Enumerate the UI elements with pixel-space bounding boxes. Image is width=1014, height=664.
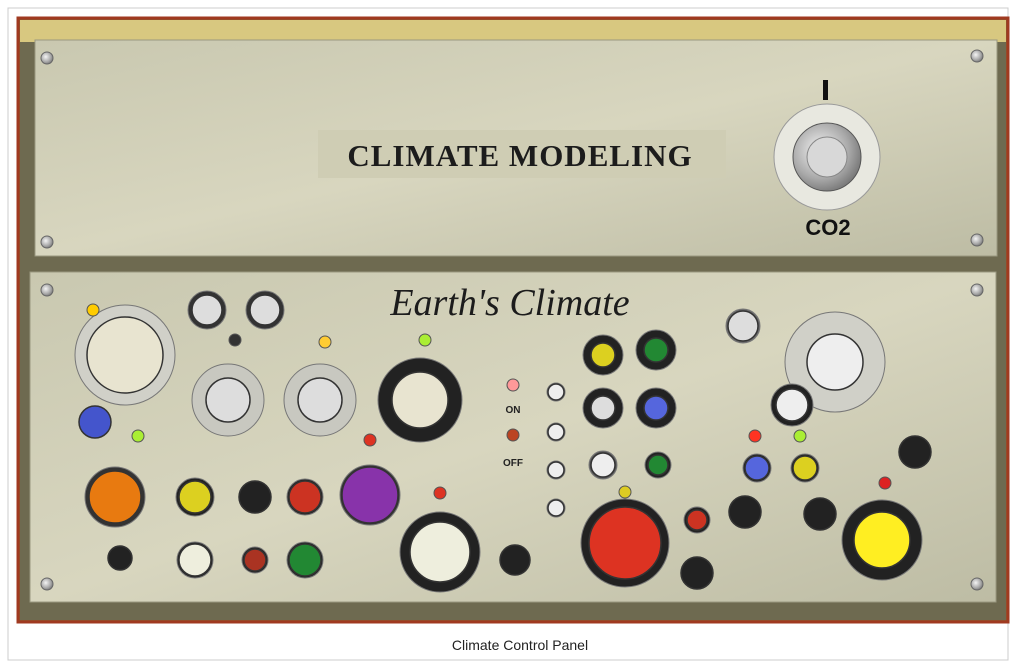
knob <box>727 310 759 342</box>
knob <box>243 548 267 572</box>
indicator-light <box>878 476 892 490</box>
indicator-light <box>433 486 447 500</box>
indicator-light <box>86 303 100 317</box>
screw <box>970 577 984 591</box>
knob <box>853 511 911 569</box>
knob <box>288 543 322 577</box>
screw <box>970 49 984 63</box>
knob <box>238 480 272 514</box>
knob <box>803 497 837 531</box>
indicator-light <box>748 429 762 443</box>
screw <box>40 235 54 249</box>
knob <box>249 294 281 326</box>
screw <box>40 283 54 297</box>
indicator-light <box>618 485 632 499</box>
knob <box>178 480 212 514</box>
indicator-light <box>131 429 145 443</box>
indicator-light <box>793 429 807 443</box>
title-plate <box>318 130 726 178</box>
knob <box>409 521 471 583</box>
indicator-light <box>363 433 377 447</box>
knob <box>643 395 669 421</box>
indicator-light <box>228 333 242 347</box>
indicator-light <box>418 333 432 347</box>
knob <box>643 337 669 363</box>
knob <box>547 499 565 517</box>
knob <box>806 333 864 391</box>
knob <box>86 316 164 394</box>
knob <box>590 452 616 478</box>
indicator-light <box>506 378 520 392</box>
knob <box>728 495 762 529</box>
knob <box>775 388 809 422</box>
knob <box>341 466 399 524</box>
off-label: OFF <box>503 458 523 469</box>
on-label: ON <box>506 405 521 416</box>
knob <box>680 556 714 590</box>
knob <box>191 294 223 326</box>
knobs <box>40 49 984 593</box>
co2-knob-cap <box>806 136 848 178</box>
knob <box>547 461 565 479</box>
bottom-panel-title: Earth's Climate <box>389 282 629 324</box>
knob <box>744 455 770 481</box>
knob <box>288 480 322 514</box>
knob <box>78 405 112 439</box>
knob <box>588 506 662 580</box>
screw <box>40 577 54 591</box>
knob <box>547 383 565 401</box>
dial-pointer <box>823 80 828 100</box>
indicator-light <box>506 428 520 442</box>
knob <box>499 544 531 576</box>
photo-top-strip <box>20 20 1006 42</box>
screw <box>970 233 984 247</box>
knob <box>547 423 565 441</box>
knob <box>205 377 251 423</box>
screw <box>40 51 54 65</box>
knob <box>898 435 932 469</box>
indicator-light <box>318 335 332 349</box>
knob <box>107 545 133 571</box>
top-panel-title: CLIMATE MODELING <box>347 138 692 173</box>
caption: Climate Control Panel <box>452 637 588 653</box>
knob <box>88 470 142 524</box>
screw <box>970 283 984 297</box>
knob <box>647 454 669 476</box>
knob <box>297 377 343 423</box>
co2-label: CO2 <box>805 215 850 240</box>
knob <box>590 342 616 368</box>
knob <box>391 371 449 429</box>
knob <box>792 455 818 481</box>
knob <box>686 509 708 531</box>
knob <box>590 395 616 421</box>
knob <box>178 543 212 577</box>
